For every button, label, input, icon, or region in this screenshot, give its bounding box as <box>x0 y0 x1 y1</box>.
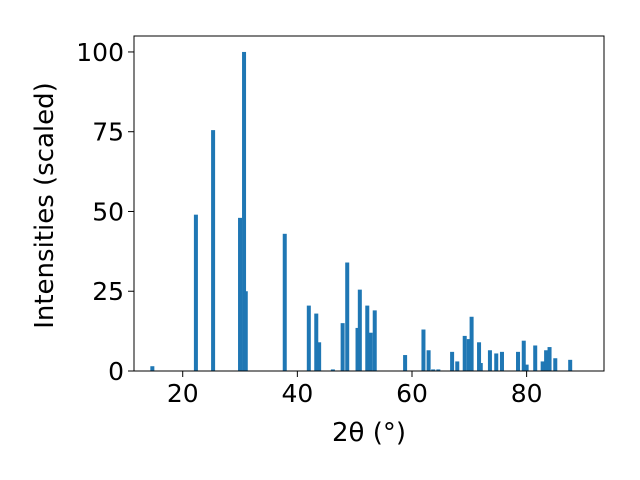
bar <box>345 262 350 371</box>
y-tick-label: 100 <box>76 38 124 67</box>
y-axis-ticks: 0 25 50 75 100 <box>76 38 134 386</box>
bar <box>478 363 483 371</box>
bar <box>340 323 345 371</box>
bar <box>477 342 482 371</box>
bar <box>243 291 248 371</box>
bar <box>238 217 243 371</box>
y-tick-label: 0 <box>108 357 124 386</box>
bar <box>487 350 492 371</box>
bar <box>314 313 319 371</box>
bar <box>533 345 538 371</box>
y-tick-label: 50 <box>92 197 124 226</box>
bar <box>466 339 471 371</box>
bar <box>431 369 436 371</box>
bar <box>306 305 311 371</box>
bar <box>426 350 431 371</box>
y-axis-label: Intensities (scaled) <box>30 82 60 329</box>
bar <box>330 369 335 371</box>
bar <box>494 353 499 371</box>
bar <box>193 214 198 371</box>
bar <box>568 359 573 371</box>
x-axis-label: 2θ (°) <box>332 418 406 448</box>
bar <box>282 233 287 371</box>
bar <box>499 351 504 371</box>
y-tick-label: 25 <box>92 277 124 306</box>
bar <box>521 340 526 371</box>
x-tick-label: 40 <box>281 379 313 408</box>
bar <box>368 332 373 371</box>
x-tick-label: 80 <box>511 379 543 408</box>
x-tick-label: 20 <box>167 379 199 408</box>
y-tick-label: 75 <box>92 118 124 147</box>
bar <box>455 361 460 371</box>
bar <box>450 351 455 371</box>
x-tick-label: 60 <box>396 379 428 408</box>
x-axis-ticks: 20 40 60 80 <box>167 371 543 408</box>
bar <box>317 342 322 371</box>
bar <box>524 364 529 371</box>
bar <box>211 130 216 371</box>
bar <box>544 350 549 371</box>
bar <box>357 289 362 371</box>
bar <box>242 51 247 371</box>
bar <box>469 316 474 371</box>
bar <box>365 305 370 371</box>
bar <box>372 310 377 371</box>
bar <box>516 351 521 371</box>
plot-frame <box>133 35 605 372</box>
bar <box>462 335 467 371</box>
bar <box>553 358 558 371</box>
bar <box>150 366 155 371</box>
bars-group <box>150 51 573 371</box>
bar <box>403 355 408 371</box>
bar <box>436 369 441 371</box>
bar <box>540 361 545 371</box>
bar <box>421 329 426 371</box>
bar <box>547 347 552 371</box>
bar <box>355 327 360 371</box>
